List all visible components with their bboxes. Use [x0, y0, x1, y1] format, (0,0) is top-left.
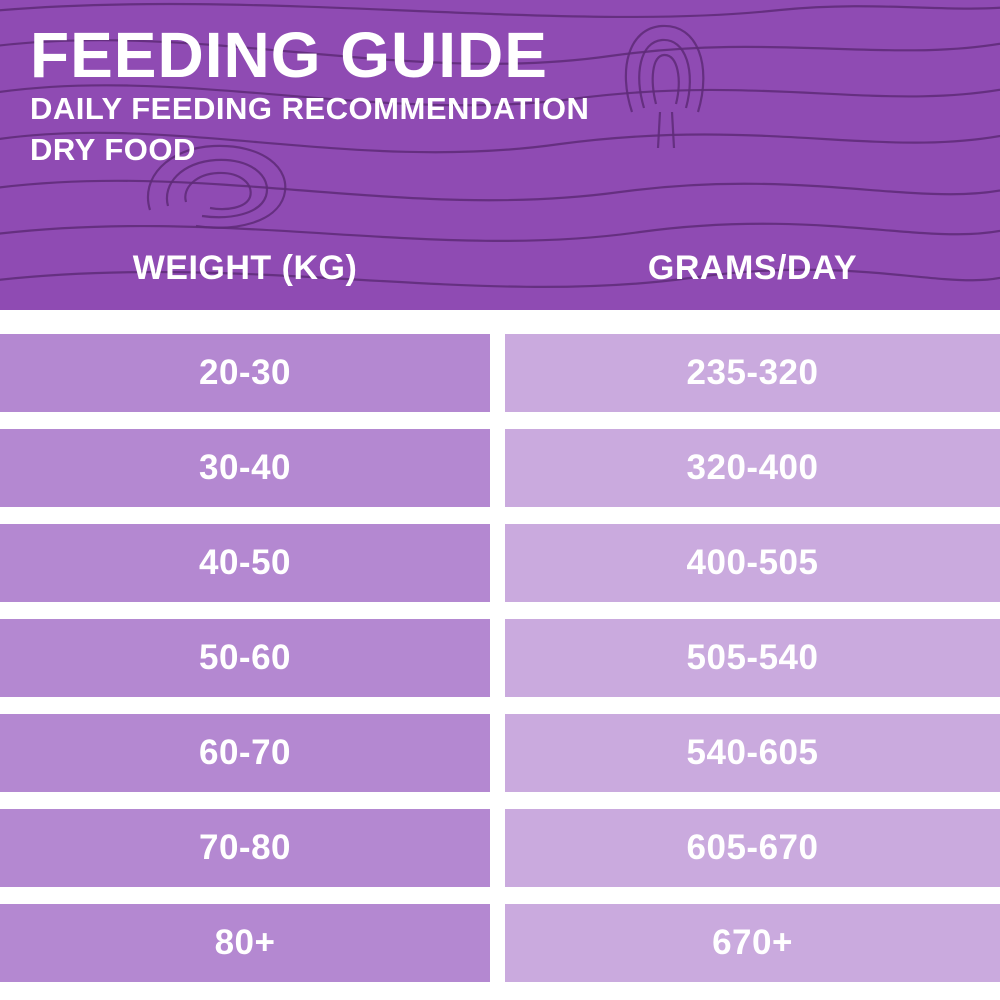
table-row: 80+ 670+ [0, 904, 1000, 982]
table-row: 50-60 505-540 [0, 619, 1000, 697]
column-header-weight: WEIGHT (KG) [132, 249, 358, 287]
grams-cell: 540-605 [505, 714, 1000, 792]
grams-cell: 400-505 [505, 524, 1000, 602]
swirl-shape-icon [147, 144, 287, 229]
header: FEEDING GUIDE DAILY FEEDING RECOMMENDATI… [0, 0, 1000, 310]
grams-cell: 505-540 [505, 619, 1000, 697]
feeding-table-body: 20-30 235-320 30-40 320-400 40-50 400-505 50-6… [0, 334, 1000, 982]
table-row: 20-30 235-320 [0, 334, 1000, 412]
weight-cell: 40-50 [0, 524, 490, 602]
weight-cell: 60-70 [0, 714, 490, 792]
table-row: 30-40 320-400 [0, 429, 1000, 507]
table-row: 60-70 540-605 [0, 714, 1000, 792]
tree-shape-icon [624, 24, 705, 149]
subtitle-dry-food: DRY FOOD [30, 132, 196, 168]
header-text-block: FEEDING GUIDE DAILY FEEDING RECOMMENDATI… [0, 0, 1000, 171]
grams-cell: 235-320 [505, 334, 1000, 412]
subtitle-daily-recommendation: DAILY FEEDING RECOMMENDATION [30, 91, 590, 127]
column-headers-row: WEIGHT (KG) GRAMS/DAY [0, 249, 1000, 288]
weight-cell: 80+ [0, 904, 490, 982]
column-header-grams: GRAMS/DAY [647, 249, 858, 287]
weight-cell: 20-30 [0, 334, 490, 412]
page-title: FEEDING GUIDE [30, 19, 548, 91]
grams-cell: 605-670 [505, 809, 1000, 887]
grams-cell: 320-400 [505, 429, 1000, 507]
table-row: 70-80 605-670 [0, 809, 1000, 887]
weight-cell: 50-60 [0, 619, 490, 697]
wave-lines-icon [0, 2, 1000, 289]
wavy-contour-lines-decoration [0, 2, 1000, 289]
weight-cell: 70-80 [0, 809, 490, 887]
weight-cell: 30-40 [0, 429, 490, 507]
table-row: 40-50 400-505 [0, 524, 1000, 602]
grams-cell: 670+ [505, 904, 1000, 982]
